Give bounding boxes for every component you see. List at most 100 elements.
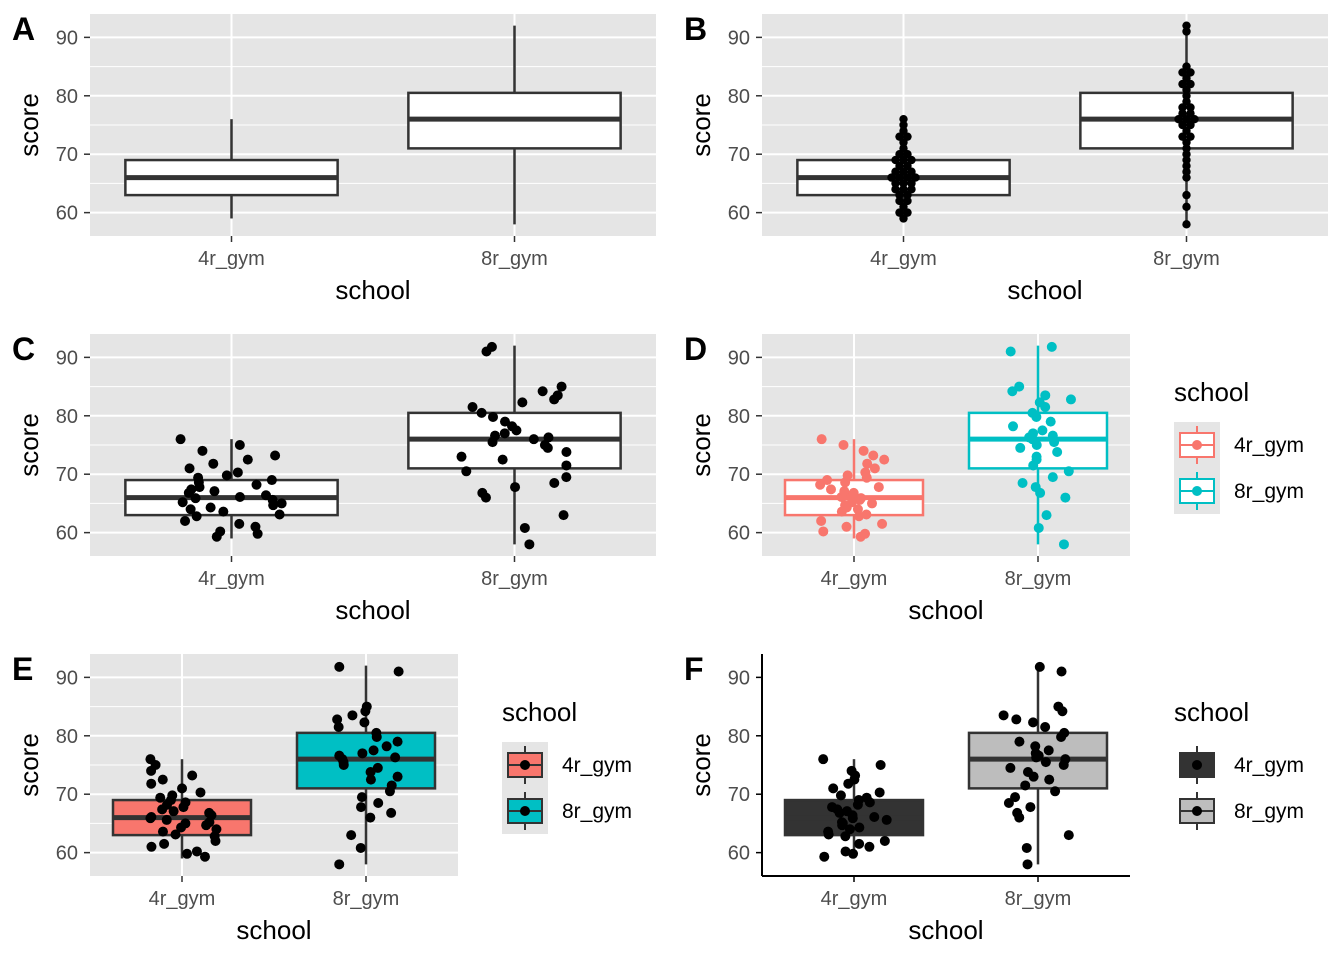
panel-tag: B bbox=[684, 11, 707, 47]
y-tick-label: 60 bbox=[728, 523, 750, 545]
x-tick-label: 4r_gym bbox=[149, 888, 216, 910]
data-point bbox=[1043, 745, 1054, 756]
data-point bbox=[877, 518, 888, 529]
data-point bbox=[874, 787, 885, 798]
data-point bbox=[392, 771, 403, 782]
data-point bbox=[1053, 701, 1064, 712]
data-point bbox=[186, 484, 197, 495]
data-point bbox=[1182, 150, 1191, 159]
box-8r_gym bbox=[407, 341, 622, 550]
data-point bbox=[1028, 717, 1039, 728]
data-point bbox=[356, 802, 367, 813]
data-point bbox=[1005, 762, 1016, 773]
x-axis-title: school bbox=[908, 915, 983, 945]
y-tick-label: 90 bbox=[728, 27, 750, 49]
data-point bbox=[1186, 109, 1195, 118]
y-axis-title: score bbox=[14, 413, 44, 477]
data-point bbox=[356, 792, 367, 803]
data-point bbox=[1014, 736, 1025, 747]
legend-title: school bbox=[1174, 697, 1249, 727]
y-tick-label: 70 bbox=[728, 464, 750, 486]
y-axis-title: score bbox=[686, 413, 716, 477]
data-point bbox=[907, 185, 916, 194]
legend-label: 8r_gym bbox=[1234, 480, 1304, 503]
data-point bbox=[365, 767, 376, 778]
data-point bbox=[334, 661, 345, 672]
data-point bbox=[215, 526, 226, 537]
y-tick-label: 70 bbox=[56, 144, 78, 166]
data-point bbox=[393, 666, 404, 677]
data-point bbox=[1025, 802, 1036, 813]
data-point bbox=[846, 765, 857, 776]
legend-title: school bbox=[1174, 377, 1249, 407]
y-tick-label: 80 bbox=[56, 406, 78, 428]
data-point bbox=[175, 434, 186, 445]
data-point bbox=[1010, 792, 1021, 803]
data-point bbox=[190, 493, 201, 504]
y-tick-label: 60 bbox=[728, 203, 750, 225]
data-point bbox=[549, 477, 560, 488]
data-point bbox=[1178, 109, 1187, 118]
data-point bbox=[211, 824, 222, 835]
data-point bbox=[1182, 62, 1191, 71]
data-point bbox=[818, 754, 829, 765]
data-point bbox=[274, 509, 285, 520]
legend-key-point bbox=[520, 806, 530, 816]
box-4r_gym bbox=[124, 434, 339, 542]
data-point bbox=[823, 826, 834, 837]
data-point bbox=[848, 487, 859, 498]
data-point bbox=[180, 515, 191, 526]
data-point bbox=[187, 770, 198, 781]
data-point bbox=[486, 341, 497, 352]
data-point bbox=[1012, 807, 1023, 818]
y-tick-label: 70 bbox=[56, 784, 78, 806]
data-point bbox=[361, 701, 372, 712]
data-point bbox=[191, 511, 202, 522]
y-tick-label: 80 bbox=[728, 86, 750, 108]
x-axis-title: school bbox=[908, 595, 983, 625]
data-point bbox=[477, 487, 488, 498]
y-axis-title: score bbox=[14, 93, 44, 157]
data-point bbox=[1045, 416, 1056, 427]
data-point bbox=[170, 829, 181, 840]
data-point bbox=[1034, 661, 1045, 672]
data-point bbox=[1021, 842, 1032, 853]
data-point bbox=[881, 814, 892, 825]
data-point bbox=[903, 196, 912, 206]
data-point bbox=[146, 778, 157, 789]
data-point bbox=[899, 185, 908, 194]
data-point bbox=[816, 434, 827, 445]
data-point bbox=[818, 526, 829, 537]
data-point bbox=[891, 185, 900, 194]
data-point bbox=[867, 498, 878, 509]
data-point bbox=[1017, 477, 1028, 488]
data-point bbox=[816, 515, 827, 526]
data-point bbox=[860, 467, 871, 478]
data-point bbox=[537, 386, 548, 397]
data-point bbox=[899, 126, 908, 136]
legend-key-point bbox=[1192, 760, 1202, 770]
legend-key-point bbox=[1192, 440, 1202, 450]
legend: school 4r_gym 8r_gym bbox=[1174, 377, 1304, 514]
data-point bbox=[1182, 97, 1191, 106]
data-point bbox=[879, 454, 890, 465]
panel-tag: A bbox=[12, 11, 35, 47]
data-point bbox=[528, 434, 539, 445]
y-axis-title: score bbox=[14, 733, 44, 797]
data-point bbox=[868, 450, 879, 461]
data-point bbox=[204, 807, 215, 818]
data-point bbox=[1182, 220, 1191, 229]
data-point bbox=[191, 846, 202, 857]
data-point bbox=[507, 421, 518, 432]
data-point bbox=[195, 787, 206, 798]
data-point bbox=[161, 814, 172, 825]
panel-tag: C bbox=[12, 331, 35, 367]
y-tick-label: 80 bbox=[728, 726, 750, 748]
data-point bbox=[180, 797, 191, 808]
data-point bbox=[251, 479, 262, 490]
data-point bbox=[1052, 447, 1063, 458]
data-point bbox=[218, 506, 229, 517]
x-axis-title: school bbox=[335, 275, 410, 305]
